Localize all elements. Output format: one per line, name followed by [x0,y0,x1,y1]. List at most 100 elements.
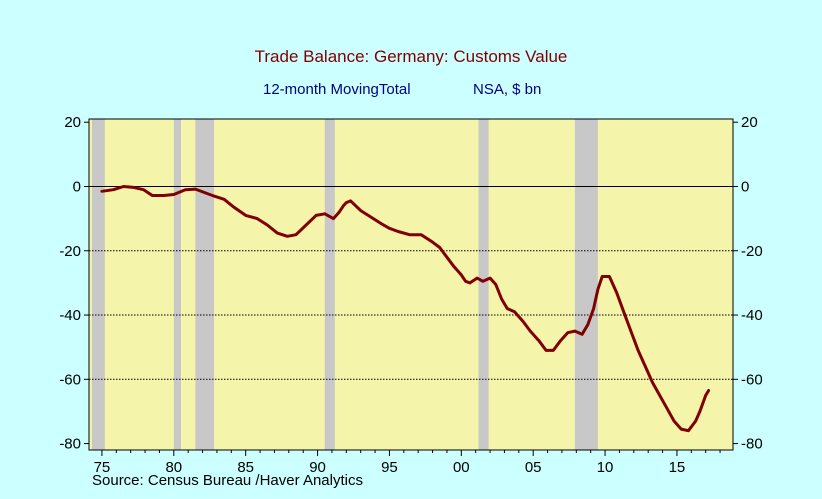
data-point [488,276,492,280]
data-point [600,275,604,278]
data-point [680,427,683,431]
data-point [122,185,125,188]
data-point [345,201,348,204]
data-point [694,419,697,423]
data-point [349,199,352,203]
data-point [592,307,595,310]
plot-area [89,119,733,450]
data-point [232,206,236,209]
data-point [468,281,472,285]
data-point [112,188,115,191]
data-point [521,320,525,323]
data-point [429,239,433,243]
data-point [537,339,541,342]
data-point [586,323,590,326]
subtitle-series-description: 12-month MovingTotal [263,81,411,98]
y-tick-label-left: 0 [73,178,81,195]
data-point [665,407,669,410]
x-tick-label: 85 [237,459,254,476]
data-point [379,222,383,225]
recession-band [574,119,598,450]
data-point [100,190,104,193]
data-point [359,209,362,212]
data-point [644,365,647,368]
data-point [342,204,345,207]
data-point [629,329,633,333]
y-tick-label-right: -60 [741,371,763,388]
data-point [608,275,611,278]
data-point [704,394,707,397]
data-point [388,227,391,230]
series-group [100,185,711,433]
data-point [452,265,456,269]
data-point [332,217,335,220]
y-tick-label-right: -20 [741,243,763,260]
data-point [337,210,341,214]
data-point [506,307,509,310]
data-point [419,233,423,236]
x-tick-label: 15 [669,459,686,476]
data-point [162,194,165,197]
recession-band [195,119,215,450]
data-point [636,349,640,352]
data-point [580,333,584,336]
y-tick-label-right: 20 [741,114,758,131]
data-point [184,188,187,191]
y-tick-label-left: -40 [59,307,81,324]
data-point [408,233,411,236]
data-point [566,331,569,334]
data-point [500,297,503,301]
data-point [438,246,441,249]
data-point [622,310,625,314]
data-point [194,187,197,191]
data-point [707,389,710,392]
data-point [544,349,548,352]
plot-border [88,118,734,451]
y-tick-label-right: -40 [741,307,763,324]
x-tick-label: 80 [165,459,182,476]
y-tick-label-right: 0 [741,178,749,195]
x-tick-label: 10 [597,459,614,476]
data-point [222,198,226,201]
x-tick-label: 00 [453,459,470,476]
y-tick-label-left: -80 [59,436,81,453]
data-point [494,283,498,286]
recession-band [91,119,105,450]
data-point [276,231,279,235]
data-point [142,188,145,191]
data-point [464,280,467,283]
data-point [204,191,207,195]
data-point [651,381,654,384]
chart-title: Trade Balance: Germany: Customs Value [254,47,568,66]
data-point [529,329,532,333]
x-tick-label: 95 [381,459,398,476]
x-tick-label: 75 [94,459,111,476]
source-note: Source: Census Bureau /Haver Analytics [92,472,363,489]
data-point [687,429,690,432]
data-point [369,215,372,219]
data-point [304,223,308,227]
recession-bands [91,119,598,450]
data-point [615,291,618,294]
data-point [151,194,154,197]
data-point [596,288,600,291]
data-point [552,349,555,352]
data-point [445,255,449,259]
data-point [286,235,289,238]
data-point [323,212,326,216]
data-point [244,214,247,217]
x-tick-label: 05 [525,459,542,476]
y-tick-label-left: -60 [59,371,81,388]
series-line [100,185,711,433]
gridlines [89,185,733,380]
data-point [294,233,298,236]
subtitle-units: NSA, $ bn [473,81,542,98]
data-point [481,280,485,283]
data-point [255,217,259,220]
data-point [212,194,216,198]
data-point [672,419,676,423]
data-point [314,214,318,217]
data-point [475,276,479,280]
recession-band [324,119,335,450]
